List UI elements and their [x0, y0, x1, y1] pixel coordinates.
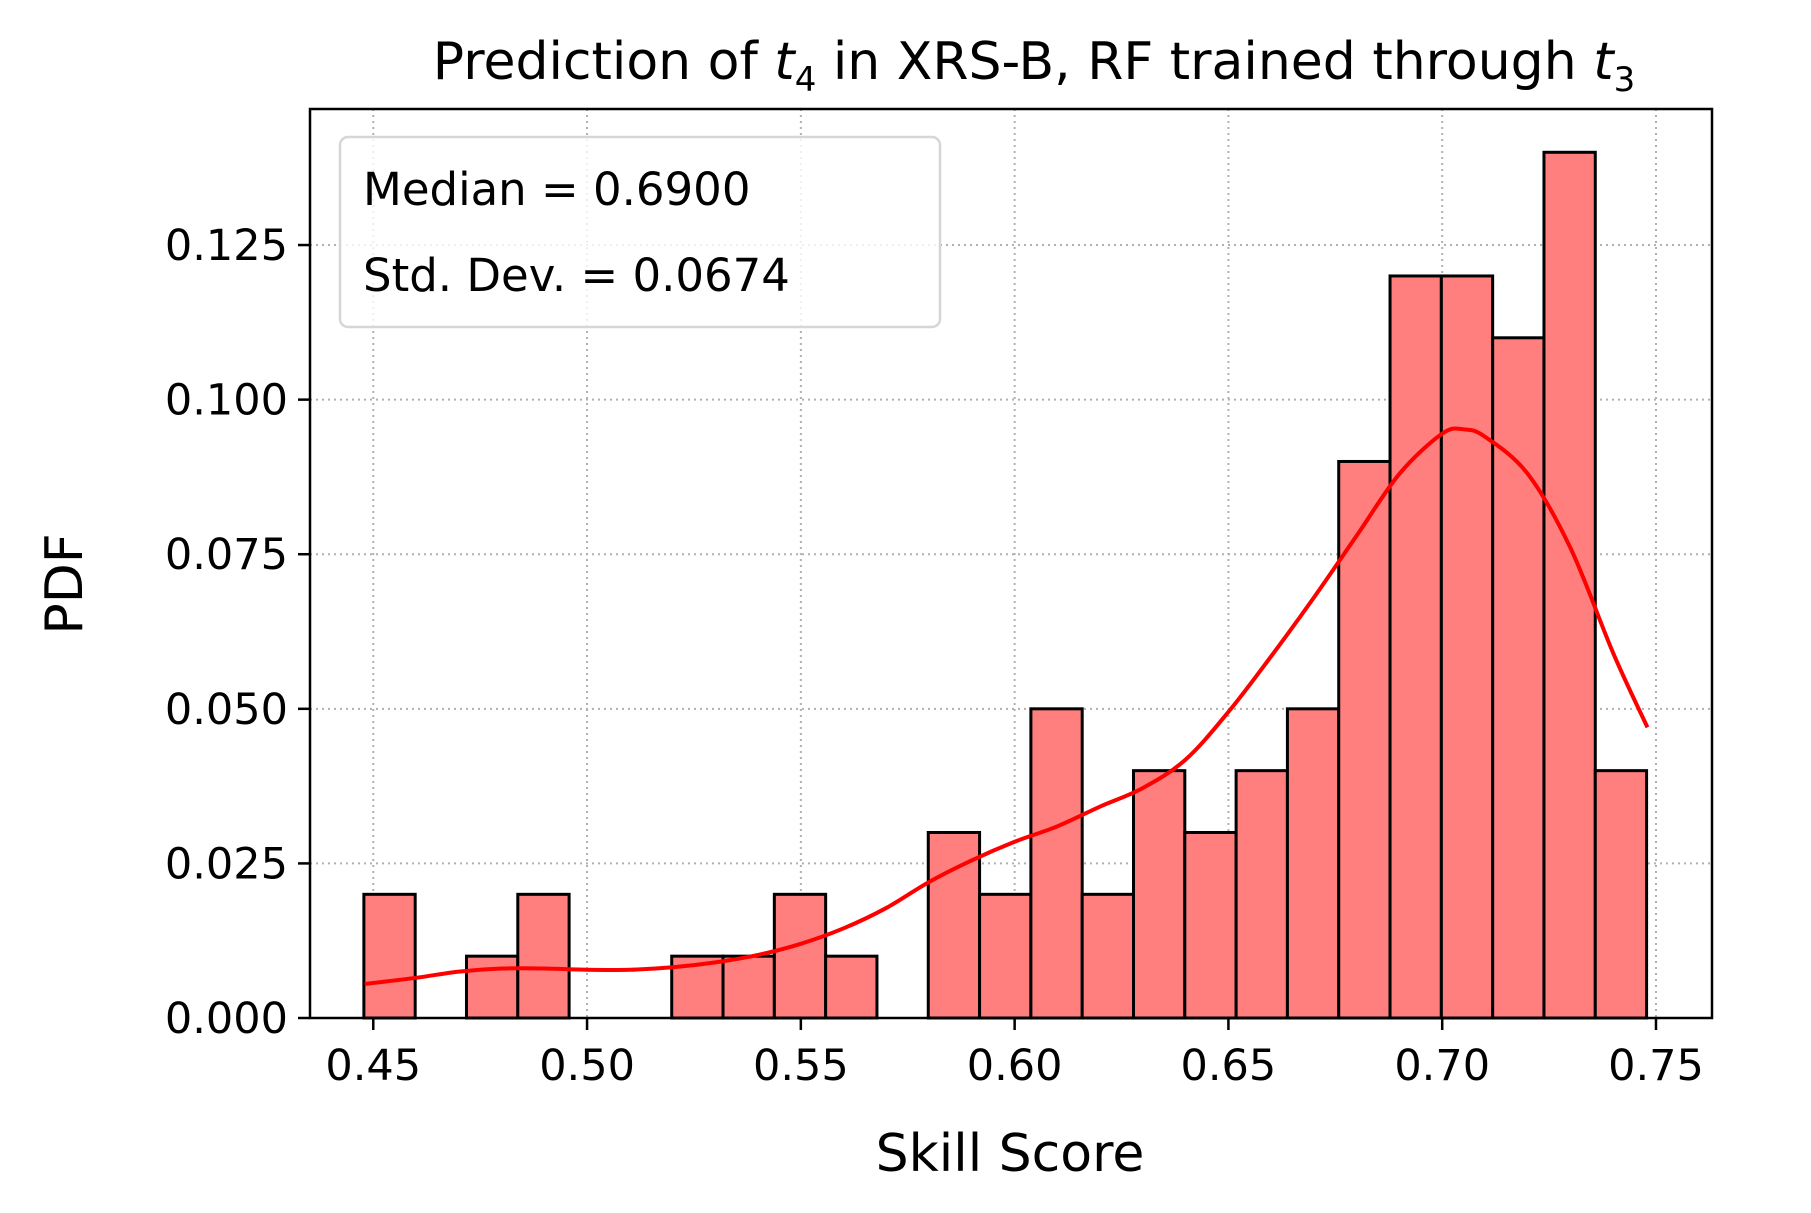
- histogram-bar: [1183, 830, 1238, 1020]
- title-var-2: t: [1593, 32, 1615, 92]
- histogram-bar: [1337, 459, 1392, 1020]
- histogram-bar: [1388, 274, 1443, 1020]
- histogram-bar: [926, 830, 982, 1020]
- legend: Median = 0.6900 Std. Dev. = 0.0674: [338, 135, 942, 329]
- y-tick-label: 0.000: [165, 994, 288, 1044]
- plot-area-frame: [308, 107, 1714, 1020]
- kde-curve-group: [364, 426, 1650, 986]
- title-var-1: t: [774, 32, 796, 92]
- y-tick-label: 0.125: [165, 221, 288, 271]
- x-tick-label: 0.60: [967, 1041, 1063, 1091]
- chart-title: Prediction of t4 in XRS-B, RF trained th…: [433, 32, 1635, 100]
- title-prefix: Prediction of: [433, 32, 775, 92]
- histogram-bar: [1439, 274, 1495, 1020]
- x-axis-label: Skill Score: [876, 1124, 1145, 1184]
- x-axis-ticks: 0.45 0.50 0.55 0.60 0.65 0.70 0.75: [325, 1018, 1704, 1091]
- histogram-bar: [516, 892, 571, 1020]
- y-tick-label: 0.025: [165, 839, 288, 889]
- x-tick-label: 0.50: [539, 1041, 635, 1091]
- x-tick-label: 0.65: [1181, 1041, 1277, 1091]
- histogram-bar: [772, 892, 828, 1020]
- histogram-bar: [1234, 769, 1289, 1020]
- y-tick-label: 0.075: [165, 530, 288, 580]
- legend-median-text: Median = 0.6900: [363, 163, 750, 216]
- histogram-bar: [1542, 150, 1597, 1020]
- title-subscript-1: 4: [795, 60, 817, 100]
- histogram-bar: [824, 954, 879, 1020]
- histogram-bar: [1131, 769, 1187, 1020]
- x-tick-label: 0.45: [325, 1041, 421, 1091]
- title-middle: in XRS-B, RF trained through: [816, 32, 1593, 92]
- y-tick-label: 0.050: [165, 685, 288, 735]
- histogram-bar: [464, 954, 520, 1020]
- histogram-bar: [1593, 769, 1649, 1020]
- histogram-bar: [721, 954, 776, 1020]
- histogram-bar: [978, 892, 1033, 1020]
- legend-box: [338, 135, 942, 329]
- y-tick-label: 0.100: [165, 376, 288, 426]
- histogram-bar: [1285, 707, 1341, 1020]
- x-tick-label: 0.70: [1394, 1041, 1490, 1091]
- y-axis-label: PDF: [35, 533, 95, 634]
- legend-stddev-text: Std. Dev. = 0.0674: [363, 249, 790, 302]
- x-tick-label: 0.75: [1608, 1041, 1704, 1091]
- kde-curve: [364, 426, 1650, 986]
- y-axis-ticks: 0.000 0.025 0.050 0.075 0.100 0.125: [165, 221, 310, 1044]
- x-tick-label: 0.55: [753, 1041, 849, 1091]
- histogram-bar: [1029, 707, 1084, 1020]
- histogram-bars: [362, 150, 1649, 1020]
- histogram-bar: [1491, 336, 1546, 1020]
- histogram-bar: [1080, 892, 1135, 1020]
- histogram-bar: [362, 892, 417, 1020]
- title-subscript-2: 3: [1614, 60, 1636, 100]
